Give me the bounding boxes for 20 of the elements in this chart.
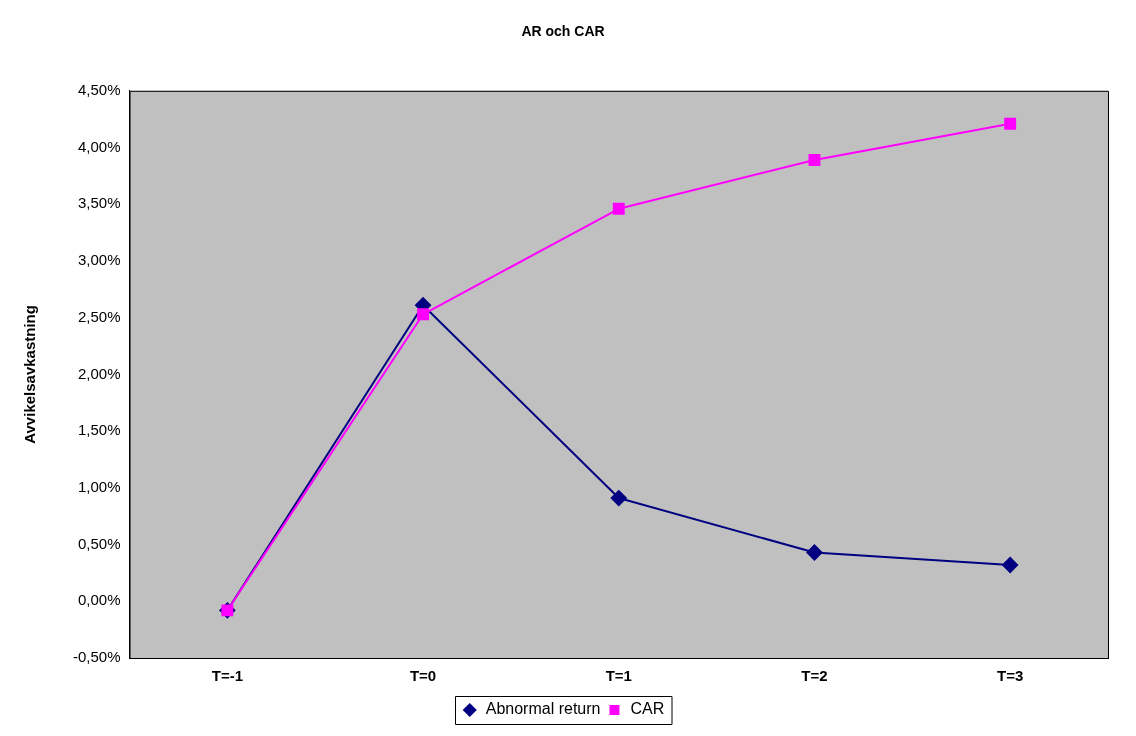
y-tick-label: 4,00% <box>77 137 121 155</box>
y-tick-label: 2,50% <box>77 307 121 325</box>
x-tick-label: T=3 <box>997 667 1024 685</box>
y-tick-label: -0,50% <box>73 648 121 666</box>
x-tick-label: T=1 <box>605 667 632 685</box>
y-tick-label: 1,00% <box>77 477 121 495</box>
x-tick-label: T=2 <box>801 667 828 685</box>
y-tick-label: 0,00% <box>77 591 121 609</box>
chart-title: AR och CAR <box>521 23 605 40</box>
y-tick-label: 3,00% <box>77 251 121 269</box>
y-tick-label: 4,50% <box>77 80 121 98</box>
y-tick-label: 3,50% <box>77 194 121 212</box>
y-axis-title: Avvikelsavkastning <box>21 305 39 444</box>
x-tick-label: T=0 <box>409 667 437 685</box>
legend-label: Abnormal return <box>485 700 601 718</box>
y-tick-label: 2,00% <box>77 364 121 382</box>
legend-label: CAR <box>630 700 665 718</box>
y-tick-label: 1,50% <box>77 421 121 439</box>
y-tick-label: 0,50% <box>77 534 121 552</box>
x-tick-label: T=-1 <box>211 667 244 685</box>
